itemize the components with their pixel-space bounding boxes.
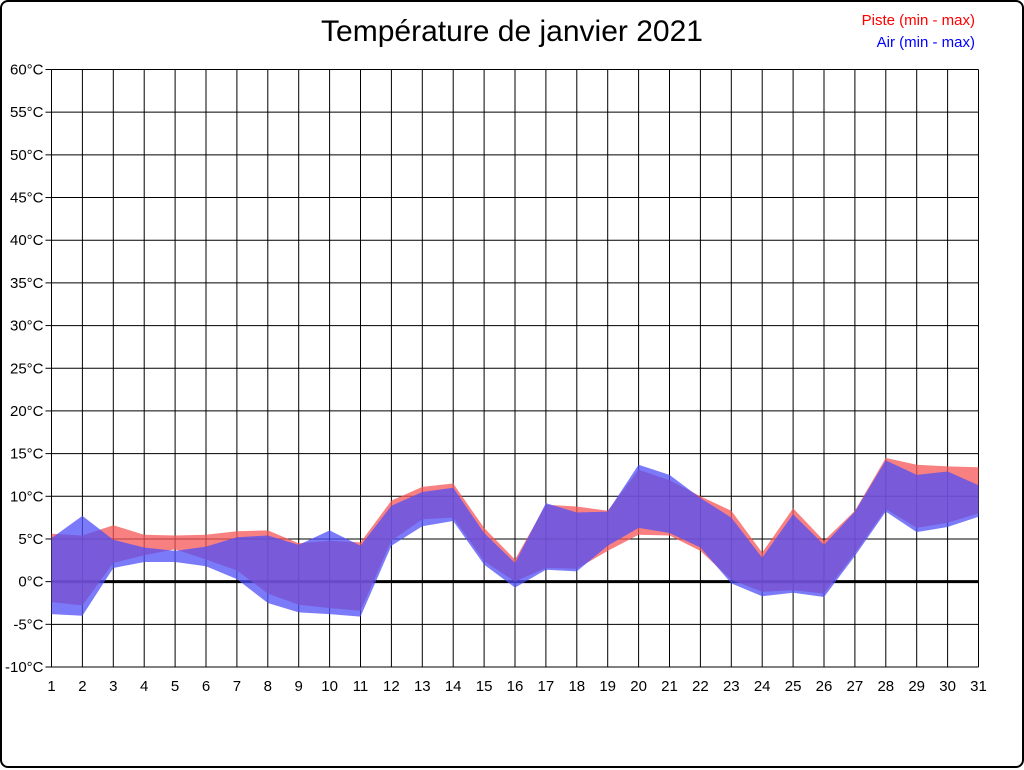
x-axis-tick-label: 15 [476,678,493,695]
y-axis-tick-label: 40°C [10,232,44,249]
x-axis-tick-label: 31 [970,678,987,695]
x-axis-tick-label: 24 [754,678,771,695]
x-axis-tick-label: 28 [877,678,894,695]
y-axis-tick-label: 0°C [18,574,43,591]
x-axis-tick-label: 19 [599,678,616,695]
x-axis-tick-label: 17 [538,678,555,695]
y-axis-tick-label: 55°C [10,104,44,121]
x-axis-tick-label: 7 [233,678,241,695]
x-axis-tick-label: 18 [568,678,585,695]
y-axis-tick-label: 35°C [10,275,44,292]
x-axis-tick-label: 6 [202,678,210,695]
x-axis-tick-label: 12 [383,678,400,695]
chart-title: Température de janvier 2021 [321,15,703,48]
x-axis-tick-label: 27 [847,678,864,695]
y-axis-tick-label: -5°C [13,616,43,633]
x-axis-tick-label: 1 [47,678,55,695]
x-axis-tick-label: 10 [321,678,338,695]
x-axis-tick-label: 23 [723,678,740,695]
x-axis-tick-label: 16 [507,678,524,695]
y-axis-tick-label: 50°C [10,147,44,164]
x-axis-tick-label: 22 [692,678,709,695]
air-minmax-band [51,460,979,617]
y-axis-tick-label: 20°C [10,403,44,420]
x-axis-tick-label: 2 [78,678,86,695]
legend-air-label: Air (min - max) [876,34,975,51]
x-axis-tick-label: 25 [785,678,802,695]
x-axis-tick-label: 3 [109,678,117,695]
x-axis-tick-label: 4 [140,678,148,695]
y-axis-tick-label: 10°C [10,488,44,505]
x-axis-tick-label: 8 [264,678,272,695]
y-axis-tick-label: 15°C [10,446,44,463]
y-axis-tick-label: -10°C [5,659,44,676]
x-axis-tick-label: 21 [661,678,678,695]
y-axis-tick-label: 60°C [10,62,44,79]
x-axis-tick-label: 13 [414,678,431,695]
y-axis-tick-label: 5°C [18,531,43,548]
x-axis-tick-label: 29 [908,678,925,695]
x-axis-tick-label: 9 [295,678,303,695]
x-axis-tick-label: 26 [816,678,833,695]
legend: Piste (min - max) Air (min - max) [862,10,975,54]
x-axis-tick-label: 5 [171,678,179,695]
y-axis-tick-label: 30°C [10,318,44,335]
y-axis-tick-label: 45°C [10,190,44,207]
legend-piste-label: Piste (min - max) [861,12,975,29]
x-axis-tick-label: 11 [353,678,369,695]
x-axis-tick-label: 20 [630,678,647,695]
y-axis-tick-label: 25°C [10,360,44,377]
x-axis-tick-label: 30 [939,678,956,695]
x-axis-tick-label: 14 [445,678,462,695]
